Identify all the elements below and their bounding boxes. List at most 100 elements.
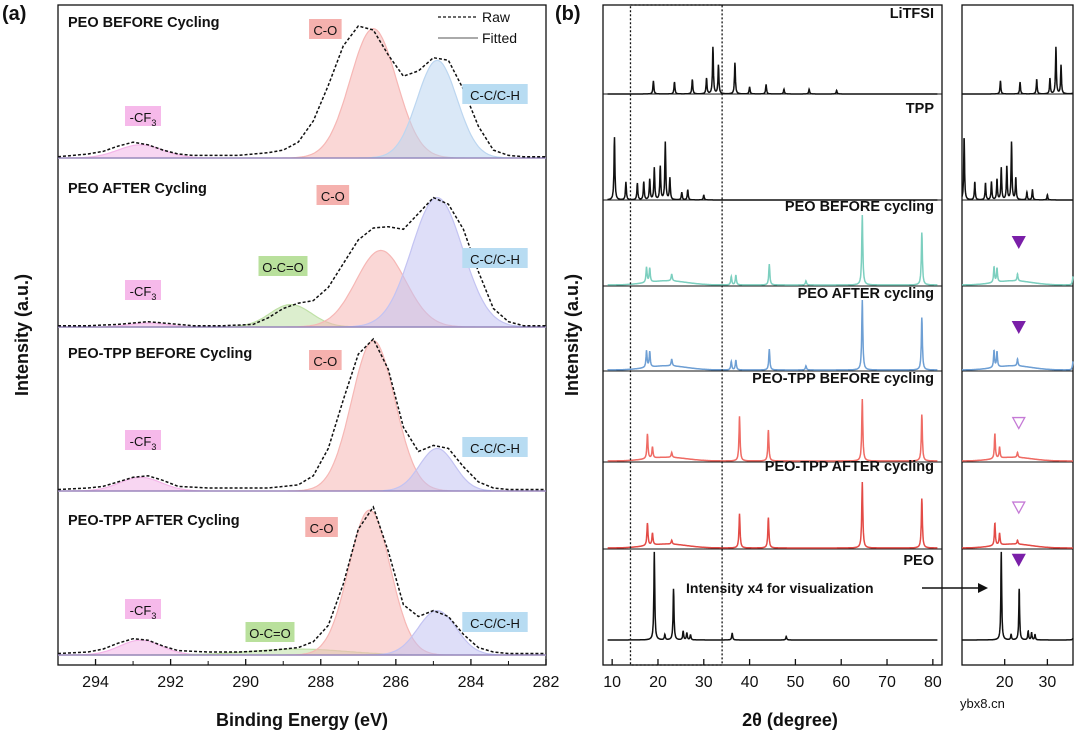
xrd-pattern-peo	[607, 551, 938, 641]
xps-x-tick-label: 292	[157, 674, 184, 691]
inset-x-tick-label: 30	[1038, 674, 1056, 691]
xps-subplot-title: PEO BEFORE Cycling	[68, 15, 219, 31]
peak-label-cf3: -CF3	[130, 434, 157, 452]
panel-label-a: (a)	[2, 3, 26, 25]
inset-pattern-tpp	[961, 138, 1073, 201]
xrd-pattern-peo-after-cycling	[607, 299, 938, 371]
peak-label-cf3: -CF3	[130, 284, 157, 302]
peak-label-bg	[316, 185, 350, 205]
legend-raw-label: Raw	[482, 9, 511, 25]
xrd-x-tick-label: 30	[695, 674, 713, 691]
hollow-triangle-marker	[1011, 416, 1026, 430]
filled-triangle-marker	[1011, 235, 1026, 249]
peak-label-o-c-o: O-C=O	[262, 260, 304, 275]
xrd-panel: 10 20 30 40 50 60 70 80 20 30 LiTFSI TPP PEO BEFORE…	[562, 4, 1074, 730]
xps-plot-frame	[57, 4, 547, 666]
peak-label-c-c-c-h: C-C/C-H	[470, 252, 520, 267]
xrd-series-label: PEO-TPP BEFORE cycling	[752, 371, 934, 387]
xrd-pattern-peo-before-cycling	[607, 214, 938, 286]
xps-subplot-title: PEO-TPP BEFORE Cycling	[68, 346, 252, 362]
highlight-range-box	[629, 4, 723, 666]
peak-label-bg	[245, 622, 295, 642]
xrd-pattern-peo-tpp-after-cycling	[607, 481, 938, 549]
credit-text: ybx8.cn	[960, 696, 1005, 711]
xrd-pattern-peo-tpp-before-cycling	[607, 398, 938, 462]
peak-label-bg	[125, 430, 161, 450]
fitted-peak-c-o	[58, 339, 546, 492]
xps-x-tick-label: 282	[533, 674, 560, 691]
fitted-peak-c-o	[58, 509, 546, 656]
xrd-x-tick-label: 20	[649, 674, 667, 691]
peak-label-bg	[309, 19, 342, 39]
xrd-x-tick-label: 50	[787, 674, 805, 691]
raw-xps-curve	[57, 25, 546, 158]
inset-x-tick-label: 20	[996, 674, 1014, 691]
peak-label-cf3: -CF3	[130, 603, 157, 621]
xrd-x-tick-label: 70	[878, 674, 896, 691]
peak-label-bg	[125, 280, 161, 300]
peak-label-bg	[462, 437, 528, 457]
xps-legend: Raw Fitted	[438, 9, 517, 46]
peak-label-c-c-c-h: C-C/C-H	[470, 616, 520, 631]
inset-pattern-litfsi	[962, 46, 1074, 95]
peak-label-c-o: C-O	[313, 354, 337, 369]
xrd-x-axis-label: 2θ (degree)	[742, 710, 838, 730]
peak-label-cf3: -CF3	[130, 110, 157, 128]
peak-label-c-c-c-h: C-C/C-H	[470, 88, 520, 103]
filled-triangle-marker	[1011, 553, 1026, 567]
xrd-series-label: TPP	[906, 101, 935, 117]
peak-label-c-c-c-h: C-C/C-H	[470, 441, 520, 456]
xps-x-tick-label: 288	[307, 674, 334, 691]
peak-label-bg	[125, 599, 161, 619]
hollow-triangle-marker	[1011, 501, 1026, 515]
peak-label-c-o: C-O	[310, 521, 334, 536]
filled-triangle-marker	[1011, 320, 1026, 334]
xps-y-axis-label: Intensity (a.u.)	[12, 274, 32, 396]
peak-label-c-o: C-O	[313, 23, 337, 38]
peak-label-bg	[258, 256, 308, 276]
xrd-inset-frame	[961, 4, 1074, 666]
xps-subplot-title: PEO AFTER Cycling	[68, 181, 207, 197]
raw-xps-curve	[57, 337, 546, 491]
xrd-series-label: PEO BEFORE cycling	[785, 199, 934, 215]
xrd-pattern-tpp	[607, 137, 938, 201]
inset-pattern-peo-tpp-before-cycling	[962, 433, 1073, 462]
peak-label-bg	[462, 84, 528, 104]
inset-pattern-peo-after-cycling	[962, 349, 1074, 371]
visualization-arrow-head	[978, 583, 988, 593]
peak-label-bg	[462, 612, 528, 632]
panel-label-b: (b)	[555, 3, 581, 25]
xrd-y-axis-label: Intensity (a.u.)	[562, 274, 582, 396]
xps-x-axis-label: Binding Energy (eV)	[216, 710, 388, 730]
xrd-main-frame	[602, 4, 943, 666]
visualization-note: Intensity x4 for visualization	[686, 580, 874, 596]
inset-pattern-peo	[962, 551, 1074, 641]
xrd-x-tick-label: 60	[832, 674, 850, 691]
xrd-x-tick-label: 40	[741, 674, 759, 691]
xps-panel: 294 292 290 288 286 284 282 PEO BEFORE Cycling…	[12, 4, 560, 730]
xps-subplot-title: PEO-TPP AFTER Cycling	[68, 513, 240, 529]
peak-label-o-c-o: O-C=O	[249, 626, 291, 641]
raw-xps-curve	[58, 196, 546, 327]
inset-pattern-peo-tpp-after-cycling	[962, 522, 1073, 549]
peak-label-c-o: C-O	[321, 189, 345, 204]
xrd-series-label: PEO	[903, 553, 934, 569]
legend-fitted-label: Fitted	[482, 30, 517, 46]
xrd-x-tick-label: 10	[603, 674, 621, 691]
peak-label-bg	[305, 517, 338, 537]
xrd-pattern-litfsi	[607, 46, 938, 95]
xps-x-tick-label: 284	[458, 674, 485, 691]
xps-x-tick-label: 286	[382, 674, 409, 691]
xps-x-tick-label: 294	[82, 674, 109, 691]
xrd-series-label: LiTFSI	[890, 6, 934, 22]
raw-xps-curve	[57, 505, 546, 655]
xps-x-tick-label: 290	[232, 674, 259, 691]
xrd-series-label: PEO AFTER cycling	[798, 286, 934, 302]
peak-label-bg	[309, 350, 342, 370]
xrd-x-tick-label: 80	[924, 674, 942, 691]
inset-pattern-peo-before-cycling	[962, 265, 1074, 286]
peak-label-bg	[125, 106, 161, 126]
xrd-series-label: PEO-TPP AFTER cycling	[765, 459, 934, 475]
peak-label-bg	[462, 248, 528, 268]
